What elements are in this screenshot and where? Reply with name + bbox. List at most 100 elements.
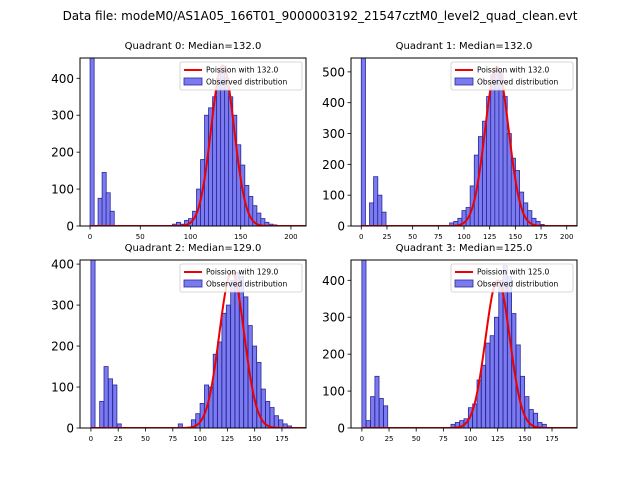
histogram-bar bbox=[489, 335, 495, 428]
x-tick-label: 50 bbox=[141, 435, 150, 443]
panel-quadrant-1: Quadrant 1: Median=132.0 0 25 50 75 100 125 150… bbox=[322, 41, 578, 241]
axes-frame bbox=[79, 57, 307, 227]
histogram-bar bbox=[287, 425, 292, 428]
x-tick-label: 200 bbox=[560, 233, 573, 241]
x-tick-label: 50 bbox=[408, 233, 417, 241]
legend-label-fit: Poission with 129.0 bbox=[206, 268, 279, 277]
legend-label-observed: Observed distribution bbox=[206, 78, 287, 87]
histogram-bars bbox=[90, 260, 292, 428]
legend-label-observed: Observed distribution bbox=[477, 280, 558, 289]
histogram-bar bbox=[103, 366, 109, 428]
y-tick-label: 0 bbox=[337, 220, 345, 234]
histogram-bar bbox=[498, 71, 504, 226]
histogram-bar bbox=[490, 74, 496, 226]
histogram-bar bbox=[273, 415, 279, 428]
legend: Poission with 132.0 Observed distribution bbox=[450, 61, 574, 91]
legend-label-observed: Observed distribution bbox=[477, 78, 558, 87]
histogram-bar bbox=[369, 202, 375, 226]
histogram-bar bbox=[112, 384, 118, 428]
panel-title: Quadrant 1: Median=132.0 bbox=[396, 41, 533, 52]
histogram-bar bbox=[494, 316, 499, 428]
y-tick-label: 0 bbox=[337, 422, 345, 436]
histogram-bar bbox=[89, 58, 95, 226]
histogram-bar bbox=[383, 405, 389, 428]
histogram-bar bbox=[533, 412, 539, 428]
x-tick-label: 150 bbox=[248, 435, 261, 443]
x-tick-label: 50 bbox=[136, 233, 145, 241]
y-tick-label: 300 bbox=[51, 109, 74, 123]
histogram-bar bbox=[101, 172, 107, 226]
legend-bar-swatch bbox=[454, 77, 474, 86]
axes-frame bbox=[350, 259, 578, 429]
x-tick-label: 125 bbox=[221, 435, 234, 443]
poisson-fit-line bbox=[361, 279, 577, 428]
y-tick-label: 0 bbox=[66, 422, 74, 436]
x-tick-label: 125 bbox=[491, 435, 504, 443]
x-tick-label: 175 bbox=[275, 435, 288, 443]
legend-label-fit: Poission with 132.0 bbox=[206, 66, 279, 75]
legend: Poission with 132.0 Observed distribution bbox=[179, 61, 303, 91]
histogram-bar bbox=[217, 341, 223, 428]
panel-quadrant-0: Quadrant 0: Median=132.0 0 50 100 150 200 0 100… bbox=[51, 41, 307, 241]
x-tick-label: 25 bbox=[114, 435, 123, 443]
histogram-bar bbox=[480, 364, 486, 428]
histogram-bar bbox=[216, 77, 222, 226]
x-tick-label: 150 bbox=[518, 435, 531, 443]
legend-label-fit: Poission with 125.0 bbox=[477, 268, 550, 277]
y-tick-label: 200 bbox=[322, 348, 345, 362]
histogram-bars bbox=[361, 260, 547, 428]
histogram-bar bbox=[485, 342, 491, 428]
y-tick-label: 400 bbox=[51, 258, 74, 272]
x-tick-label: 75 bbox=[434, 233, 443, 241]
y-tick-label: 400 bbox=[322, 96, 345, 110]
legend-label-fit: Poission with 132.0 bbox=[477, 66, 550, 75]
histogram-bar bbox=[224, 77, 230, 226]
histogram-bar bbox=[225, 304, 231, 428]
y-tick-label: 100 bbox=[322, 385, 345, 399]
histogram-bar bbox=[99, 400, 105, 428]
histogram-bar bbox=[494, 68, 500, 226]
x-tick-label: 200 bbox=[284, 233, 297, 241]
histogram-bar bbox=[105, 192, 111, 226]
y-tick-label: 100 bbox=[322, 189, 345, 203]
histogram-bar bbox=[378, 398, 384, 428]
y-tick-label: 300 bbox=[51, 299, 74, 313]
x-tick-label: 0 bbox=[360, 435, 364, 443]
x-tick-label: 0 bbox=[88, 233, 92, 241]
x-tick-label: 100 bbox=[184, 233, 197, 241]
histogram-bar bbox=[374, 375, 380, 428]
x-tick-label: 175 bbox=[545, 435, 558, 443]
histogram-bar bbox=[370, 396, 376, 428]
y-tick-label: 300 bbox=[322, 311, 345, 325]
panel-quadrant-3: Quadrant 3: Median=125.0 0 25 50 75 100 125 150… bbox=[322, 243, 578, 443]
y-tick-label: 200 bbox=[51, 146, 74, 160]
x-tick-label: 175 bbox=[534, 233, 547, 241]
panel-title: Quadrant 3: Median=125.0 bbox=[396, 243, 533, 254]
x-tick-label: 75 bbox=[168, 435, 177, 443]
histogram-bar bbox=[221, 312, 227, 428]
y-tick-label: 500 bbox=[322, 65, 345, 79]
y-tick-label: 400 bbox=[322, 274, 345, 288]
x-tick-label: 100 bbox=[193, 435, 206, 443]
histogram-bar bbox=[90, 260, 96, 428]
panel-title: Quadrant 0: Median=132.0 bbox=[125, 41, 262, 52]
legend-box bbox=[450, 61, 574, 91]
histogram-bar bbox=[278, 419, 284, 428]
histogram-bar bbox=[498, 279, 504, 428]
panel-quadrant-2: Quadrant 2: Median=129.0 0 25 50 75 100 125 150… bbox=[51, 243, 307, 443]
histogram-bar bbox=[109, 210, 115, 226]
x-tick-label: 50 bbox=[412, 435, 421, 443]
x-tick-label: 100 bbox=[457, 233, 470, 241]
legend-bar-swatch bbox=[183, 77, 203, 86]
histogram-bar bbox=[361, 260, 367, 428]
histogram-bar bbox=[269, 407, 275, 428]
y-tick-label: 300 bbox=[322, 127, 345, 141]
panel-title: Quadrant 2: Median=129.0 bbox=[125, 243, 262, 254]
histogram-bar bbox=[252, 345, 258, 428]
figure-suptitle: Data file: modeM0/AS1A05_166T01_90000031… bbox=[63, 9, 578, 23]
legend-box bbox=[179, 263, 303, 293]
x-tick-label: 75 bbox=[439, 435, 448, 443]
x-tick-label: 150 bbox=[234, 233, 247, 241]
x-tick-label: 100 bbox=[464, 435, 477, 443]
